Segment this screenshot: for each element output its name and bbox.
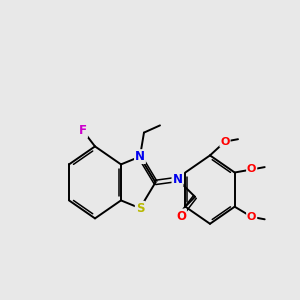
Text: O: O <box>176 209 186 223</box>
Text: O: O <box>220 136 230 147</box>
Text: O: O <box>247 212 256 222</box>
Text: O: O <box>247 164 256 175</box>
Text: F: F <box>79 124 87 137</box>
Text: S: S <box>136 202 144 215</box>
Text: N: N <box>135 150 145 163</box>
Text: N: N <box>172 173 182 186</box>
